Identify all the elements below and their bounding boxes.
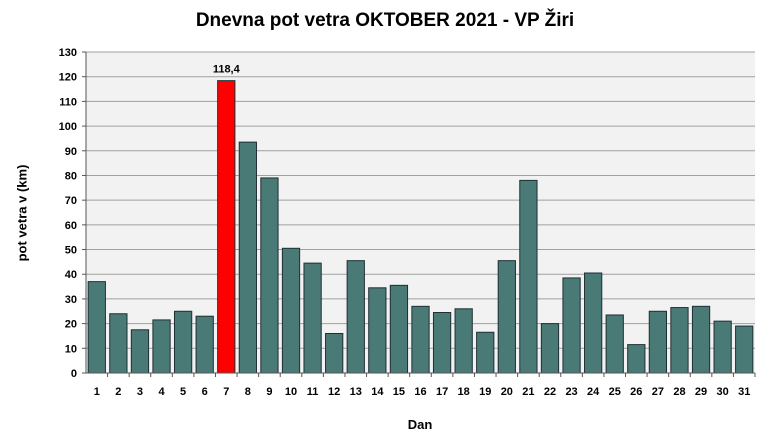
x-tick-label: 1: [94, 386, 100, 398]
bar: [432, 312, 452, 374]
bar: [109, 313, 128, 374]
x-tick-label: 11: [307, 386, 319, 398]
bar: [368, 287, 387, 374]
x-tick-label: 20: [501, 386, 513, 398]
x-tick-label: 13: [350, 386, 362, 398]
x-tick-label: 17: [436, 386, 448, 398]
bar: [691, 305, 711, 374]
bar: [627, 344, 646, 374]
bar: [346, 260, 365, 374]
y-tick-label: 20: [65, 319, 77, 331]
bar: [670, 307, 689, 374]
bars: [87, 80, 754, 374]
x-tick-label: 25: [609, 386, 621, 398]
x-tick-label: 26: [630, 386, 642, 398]
x-tick-label: 14: [371, 386, 384, 398]
x-tick-label: 29: [695, 386, 707, 398]
x-tick-label: 3: [137, 386, 143, 398]
y-tick-label: 50: [65, 245, 77, 257]
y-tick-label: 80: [65, 170, 77, 182]
y-tick-labels: 0 10 20 30 40 50 60 70 80 90 100 110 120 130: [59, 47, 86, 380]
bar: [648, 310, 668, 374]
bar: [389, 284, 409, 374]
bar: [281, 247, 301, 374]
x-tick-label: 6: [202, 386, 208, 398]
y-tick-label: 70: [65, 195, 77, 207]
x-tick-label: 16: [414, 386, 426, 398]
bar: [411, 305, 430, 374]
x-tick-label: 27: [652, 386, 664, 398]
y-tick-label: 130: [59, 47, 77, 59]
x-tick-label: 8: [245, 386, 251, 398]
y-tick-label: 90: [65, 146, 77, 158]
x-tick-label: 21: [522, 386, 534, 398]
bar: [476, 331, 495, 374]
bar: [173, 310, 193, 374]
x-tick-label: 28: [673, 386, 685, 398]
bar: [303, 262, 322, 374]
bar: [519, 179, 538, 374]
x-tick-label: 24: [587, 386, 600, 398]
gridlines: [86, 51, 755, 349]
x-tick-label: 10: [285, 386, 297, 398]
y-tick-label: 60: [65, 220, 77, 232]
data-label: 118,4: [213, 64, 241, 76]
y-tick-label: 110: [59, 96, 77, 108]
x-tick-label: 9: [266, 386, 272, 398]
y-tick-label: 10: [65, 343, 77, 355]
x-tick-label: 4: [158, 386, 165, 398]
bar: [152, 319, 171, 374]
x-tick-label: 2: [115, 386, 121, 398]
y-tick-label: 40: [65, 269, 77, 281]
x-tick-labels: 1 2 3 4 5 6 7 8 9 10 11 12 13 14 15 16 17 18 19 20 21 22 23 24 2…: [94, 373, 756, 398]
x-axis-label: Dan: [407, 417, 433, 432]
bar: [735, 325, 754, 374]
y-tick-label: 120: [59, 72, 77, 84]
x-tick-label: 22: [544, 386, 556, 398]
bar: [238, 141, 257, 374]
bar: [713, 320, 732, 374]
y-tick-label: 100: [59, 121, 77, 133]
x-tick-label: 7: [223, 386, 229, 398]
chart-title: Dnevna pot vetra OKTOBER 2021 - VP Žiri: [195, 10, 575, 31]
bar: [195, 315, 214, 374]
y-tick-label: 30: [65, 294, 77, 306]
x-tick-label: 15: [393, 386, 405, 398]
bar: [87, 281, 106, 374]
x-tick-label: 19: [479, 386, 491, 398]
bar: [540, 323, 560, 374]
bar: [454, 308, 473, 374]
x-tick-label: 5: [180, 386, 186, 398]
bar: [605, 314, 624, 374]
bar: [562, 277, 581, 374]
x-tick-label: 31: [738, 386, 750, 398]
bar: [325, 332, 344, 374]
bar: [497, 260, 516, 374]
bar: [130, 329, 150, 374]
data-labels: 118,4: [213, 64, 241, 76]
x-tick-label: 23: [565, 386, 577, 398]
bar: [584, 272, 603, 374]
y-tick-label: 0: [71, 368, 77, 380]
bar-highlight: [217, 80, 236, 374]
bar: [260, 177, 279, 374]
x-tick-label: 12: [328, 386, 340, 398]
x-tick-label: 18: [458, 386, 470, 398]
x-tick-label: 30: [717, 386, 729, 398]
